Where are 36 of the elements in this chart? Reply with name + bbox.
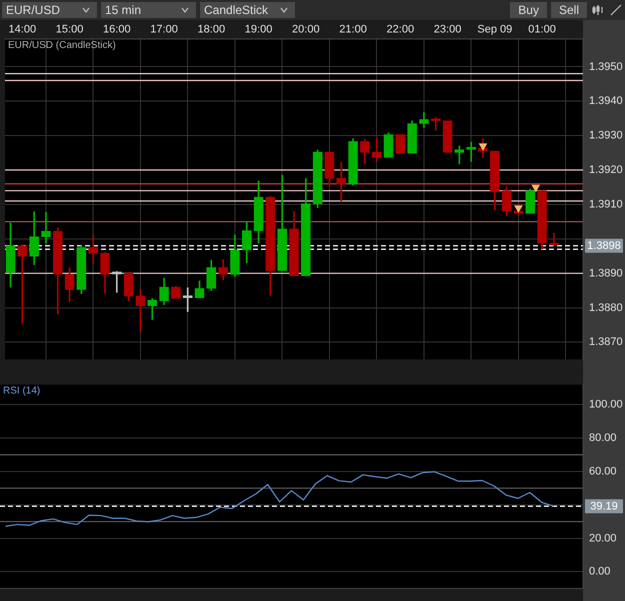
candlestick: [136, 289, 146, 332]
x-tick-label: 19:00: [244, 24, 272, 36]
x-tick-label: 15:00: [56, 24, 84, 36]
x-tick-label: 18:00: [198, 24, 226, 36]
x-tick-label: 17:00: [150, 24, 178, 36]
chart-title: RSI (14): [3, 385, 40, 396]
y-tick-label: 60.00: [589, 465, 617, 478]
x-tick-label: 20:00: [292, 24, 320, 36]
y-tick-label: 1.3940: [589, 95, 623, 108]
y-tick-label: 1.3910: [589, 198, 623, 210]
x-tick-label: 16:00: [103, 24, 131, 36]
y-tick-label: 1.3950: [589, 60, 623, 73]
x-tick-label: 23:00: [434, 24, 462, 36]
text: 15 min: [105, 3, 142, 17]
y-tick-label: 1.3880: [589, 302, 623, 314]
y-tick-label: 1.3870: [589, 336, 623, 348]
candlestick: [41, 212, 51, 244]
ref-line-label: 39.19: [590, 500, 618, 512]
x-tick-label: 21:00: [339, 24, 367, 36]
ref-line-label: 1.3898: [587, 240, 621, 252]
chart-title: EUR/USD (CandleStick): [8, 40, 116, 51]
y-tick-label: 100.00: [589, 398, 623, 411]
text: CandleStick: [204, 3, 268, 17]
x-tick-label: 14:00: [8, 24, 36, 36]
y-tick-label: 1.3930: [589, 130, 623, 142]
y-tick-label: 20.00: [589, 532, 617, 544]
text: EUR/USD: [6, 3, 60, 17]
y-tick-label: 0.00: [589, 566, 610, 578]
x-tick-label: Sep 09: [477, 24, 512, 36]
text: Buy: [510, 2, 547, 18]
x-tick-label: 01:00: [528, 24, 556, 36]
x-tick-label: 22:00: [386, 24, 414, 36]
text: Sell: [550, 2, 587, 18]
y-tick-label: 1.3890: [589, 267, 623, 280]
y-tick-label: 80.00: [589, 432, 617, 444]
y-tick-label: 1.3920: [589, 164, 623, 176]
